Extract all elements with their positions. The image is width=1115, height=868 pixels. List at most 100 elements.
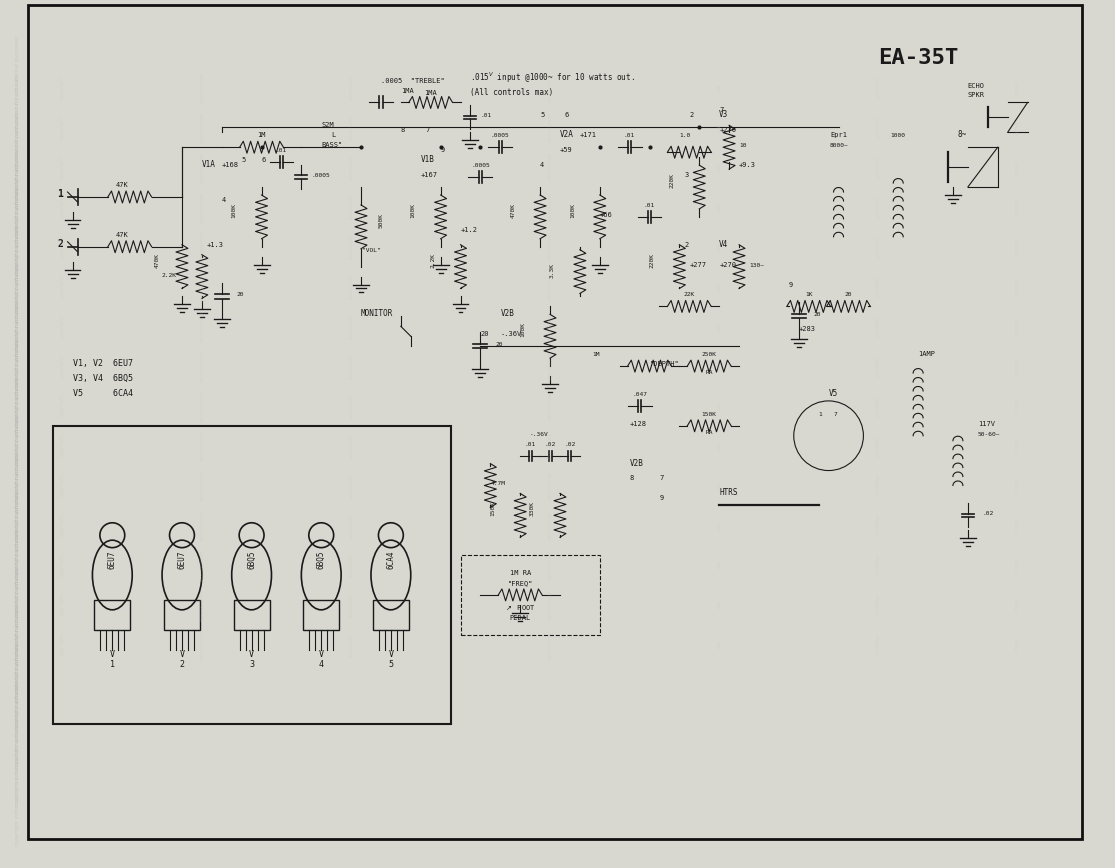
Text: 6CA4: 6CA4 <box>387 551 396 569</box>
Text: reproduction: reproduction <box>200 151 204 183</box>
Text: circuit: circuit <box>1015 120 1020 135</box>
Text: 150K: 150K <box>701 411 717 417</box>
Text: copyright information reproduced for educational purposes: copyright information reproduced for edu… <box>16 644 20 807</box>
Text: copyright information reproduced for educational purposes: copyright information reproduced for edu… <box>16 150 20 313</box>
Text: educational: educational <box>547 153 553 181</box>
Text: 4: 4 <box>540 162 544 168</box>
Text: 20: 20 <box>236 293 244 298</box>
Text: 6BQ5: 6BQ5 <box>317 551 326 569</box>
Text: use: use <box>717 123 721 132</box>
Text: RA: RA <box>706 370 712 375</box>
Text: 20: 20 <box>845 293 852 298</box>
Text: 8: 8 <box>400 128 405 134</box>
Text: 6EU7: 6EU7 <box>108 551 117 569</box>
Text: amplifier: amplifier <box>875 594 881 615</box>
Text: 1.0: 1.0 <box>679 134 690 138</box>
Text: 20: 20 <box>495 342 503 347</box>
Text: "FREQ": "FREQ" <box>507 580 533 586</box>
Text: amplifier: amplifier <box>875 475 881 496</box>
Text: copyright information reproduced for educational purposes: copyright information reproduced for edu… <box>16 569 20 732</box>
Text: 2.2K: 2.2K <box>430 253 436 267</box>
Text: use: use <box>717 242 721 251</box>
Text: copyright: copyright <box>60 315 65 338</box>
Text: V3, V4  6BQ5: V3, V4 6BQ5 <box>72 374 133 383</box>
Text: reproduction: reproduction <box>200 430 204 462</box>
Text: V1B: V1B <box>420 155 435 164</box>
Text: .047: .047 <box>632 392 647 397</box>
Text: PEDAL: PEDAL <box>510 615 531 621</box>
Text: "DEPTH": "DEPTH" <box>650 361 679 367</box>
Text: 6: 6 <box>262 157 265 163</box>
Text: 9: 9 <box>440 148 445 154</box>
Text: amplifier: amplifier <box>875 276 881 298</box>
Text: V5: V5 <box>828 389 837 398</box>
Text: copyright information reproduced for educational purposes: copyright information reproduced for edu… <box>16 36 20 199</box>
Text: schematic: schematic <box>349 473 353 498</box>
Text: copyright: copyright <box>60 514 65 536</box>
Text: use: use <box>717 322 721 331</box>
Text: 2: 2 <box>58 239 64 249</box>
Text: schematic: schematic <box>349 155 353 180</box>
Text: 1K: 1K <box>805 293 813 298</box>
Text: use: use <box>717 521 721 529</box>
Text: L: L <box>331 132 336 138</box>
Text: copyright information reproduced for educational purposes: copyright information reproduced for edu… <box>16 302 20 465</box>
Text: V2B: V2B <box>630 458 643 468</box>
Text: 1M: 1M <box>258 132 265 138</box>
Bar <box>460 556 600 635</box>
Text: copyright information reproduced for educational purposes: copyright information reproduced for edu… <box>16 530 20 694</box>
Text: RA: RA <box>706 430 712 435</box>
Text: V4: V4 <box>719 240 728 249</box>
Text: reproduction: reproduction <box>200 470 204 501</box>
Text: 9: 9 <box>788 281 793 287</box>
Text: circuit: circuit <box>1015 160 1020 174</box>
Text: reproduction: reproduction <box>200 549 204 581</box>
Text: 3.3K: 3.3K <box>550 262 555 278</box>
Text: 1: 1 <box>58 189 64 199</box>
Text: amplifier: amplifier <box>875 355 881 377</box>
Text: +283: +283 <box>798 326 816 332</box>
Text: 50-60~: 50-60~ <box>978 431 1000 437</box>
Text: schematic: schematic <box>349 433 353 458</box>
Text: use: use <box>717 601 721 609</box>
Text: +270: +270 <box>719 261 736 267</box>
Text: circuit: circuit <box>1015 240 1020 254</box>
Text: reproduction: reproduction <box>200 391 204 422</box>
Text: amplifier: amplifier <box>875 315 881 337</box>
Text: reproduction: reproduction <box>200 191 204 222</box>
Text: use: use <box>717 83 721 92</box>
Text: copyright information reproduced for educational purposes: copyright information reproduced for edu… <box>16 188 20 351</box>
Text: copyright: copyright <box>60 155 65 179</box>
Text: 100K: 100K <box>521 322 525 338</box>
Text: +128: +128 <box>630 421 647 427</box>
Text: -.36V: -.36V <box>501 332 522 338</box>
Bar <box>52 426 450 724</box>
Text: copyright information reproduced for educational purposes: copyright information reproduced for edu… <box>16 682 20 845</box>
Text: copyright information reproduced for educational purposes: copyright information reproduced for edu… <box>16 492 20 655</box>
Text: reproduction: reproduction <box>200 510 204 541</box>
Text: copyright information reproduced for educational purposes: copyright information reproduced for edu… <box>16 417 20 579</box>
Text: copyright: copyright <box>60 354 65 378</box>
Text: .02: .02 <box>982 511 995 516</box>
Text: 47K: 47K <box>116 232 128 238</box>
Text: V2A: V2A <box>560 130 574 139</box>
Text: circuit: circuit <box>1015 597 1020 612</box>
Text: copyright: copyright <box>60 76 65 99</box>
Text: 1MA: 1MA <box>400 88 414 94</box>
Text: -.36V: -.36V <box>530 431 549 437</box>
Text: 5: 5 <box>540 112 544 118</box>
Text: amplifier: amplifier <box>875 515 881 536</box>
Text: 220K: 220K <box>669 173 675 188</box>
Text: SPKR: SPKR <box>968 93 985 98</box>
Text: schematic: schematic <box>349 76 353 100</box>
Text: educational: educational <box>547 193 553 221</box>
Text: +171: +171 <box>580 132 597 138</box>
Text: 20: 20 <box>814 312 821 318</box>
Text: V1A: V1A <box>202 160 215 169</box>
Text: amplifier: amplifier <box>875 116 881 138</box>
Text: schematic: schematic <box>349 115 353 140</box>
Text: +168: +168 <box>222 162 239 168</box>
Text: educational: educational <box>547 511 553 540</box>
Text: copyright: copyright <box>60 115 65 139</box>
Text: $\nearrow$ FOOT: $\nearrow$ FOOT <box>504 604 536 612</box>
